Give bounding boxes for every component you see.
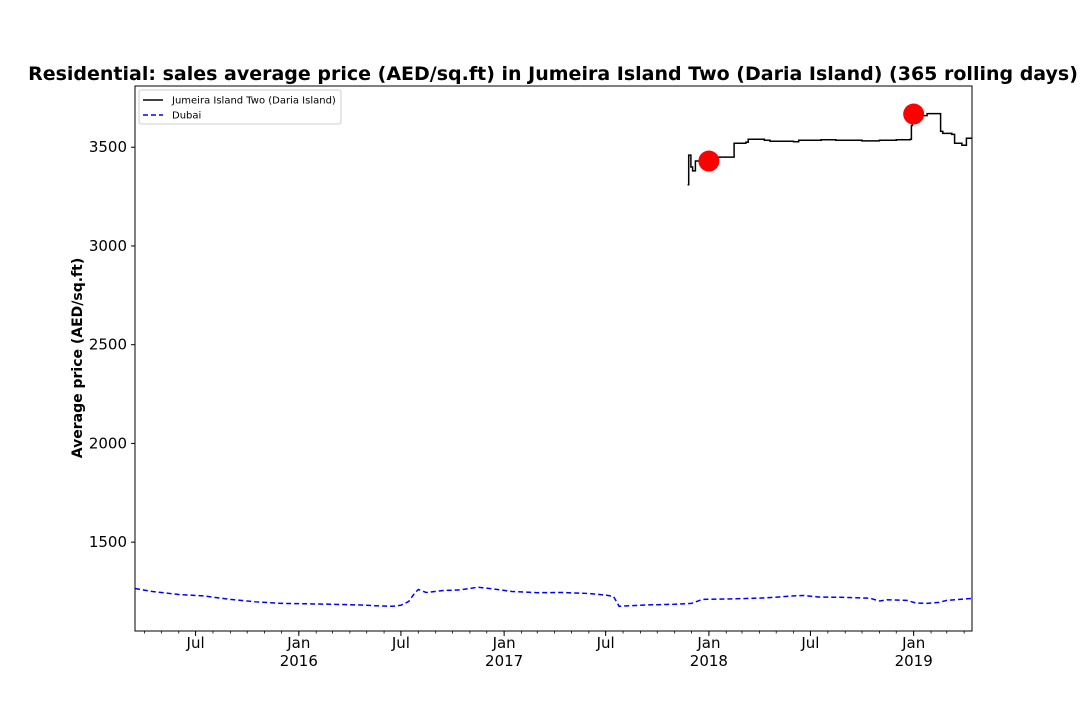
y-tick-label-0: 1500 [89,533,127,551]
x-tick-label-3: Jan [492,634,516,652]
y-tick-label-2: 2500 [89,336,127,354]
marker-point-0 [698,150,720,172]
x-tick-year-7: 2019 [895,652,933,670]
y-tick-label-4: 3500 [89,138,127,156]
y-axis: 1500 2000 2500 3000 3500 [89,138,135,551]
y-tick-label-1: 2000 [89,434,127,452]
legend: Jumeira Island Two (Daria Island) Dubai [138,89,342,125]
x-tick-label-1: Jan [286,634,310,652]
plot-frame [134,85,973,632]
marker-point-1 [903,103,925,125]
chart-title: Residential: sales average price (AED/sq… [28,63,1078,85]
x-tick-label-4: Jul [596,634,615,652]
x-tick-label-7: Jan [901,634,925,652]
x-tick-label-5: Jan [696,634,720,652]
x-tick-year-5: 2018 [690,652,728,670]
series-line-1 [134,586,973,608]
x-tick-label-0: Jul [186,634,205,652]
x-tick-label-6: Jul [800,634,819,652]
series-line-0 [687,112,972,186]
x-tick-label-2: Jul [391,634,410,652]
legend-box [138,89,342,125]
legend-label-1: Dubai [172,111,201,122]
y-tick-label-3: 3000 [89,237,127,255]
series-layer [134,112,973,608]
x-tick-year-3: 2017 [485,652,523,670]
y-axis-label: Average price (AED/sq.ft) [70,258,86,458]
marker-layer [698,103,925,172]
x-tick-year-1: 2016 [280,652,318,670]
legend-label-0: Jumeira Island Two (Daria Island) [171,96,336,107]
